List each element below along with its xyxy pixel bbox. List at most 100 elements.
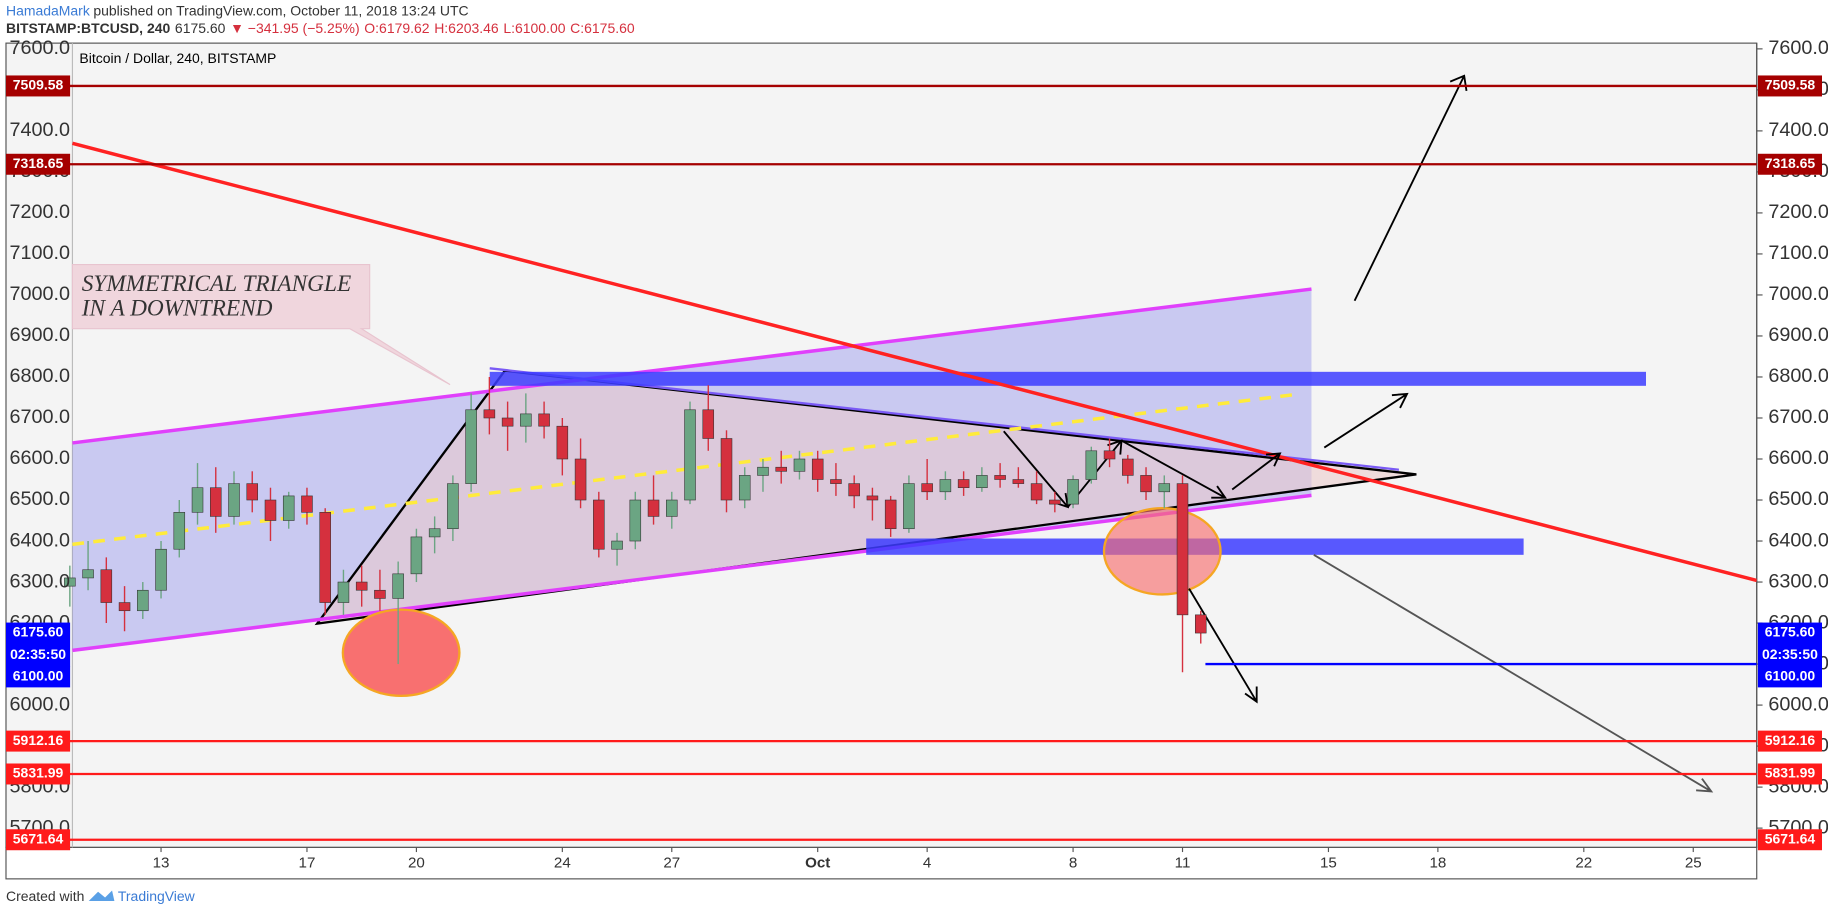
footer-text: Created with (6, 888, 84, 904)
price-label: 6175.60 (13, 624, 64, 640)
candle-body (574, 458, 587, 501)
candle-body (1176, 483, 1189, 616)
y-tick-label: 6000.0 (9, 693, 70, 715)
candle-body (428, 528, 441, 538)
y-tick-label: 7200.0 (9, 201, 70, 223)
candle-body (702, 409, 715, 439)
zone (489, 371, 1647, 386)
candle-body (264, 499, 277, 521)
candle-body (939, 479, 952, 493)
x-tick-label: 25 (1685, 855, 1702, 872)
author[interactable]: HamadaMark (6, 2, 90, 18)
candle-body (1012, 479, 1025, 484)
price-box (1757, 622, 1823, 667)
low-label: 6100.00 (13, 668, 64, 684)
level-box (5, 763, 71, 785)
candle-body (1067, 479, 1079, 505)
y-tick-label: 7000.0 (9, 283, 70, 305)
annotation: SYMMETRICAL TRIANGLE (82, 271, 351, 297)
footer-brand[interactable]: TradingView (118, 888, 196, 904)
candle-body (720, 438, 733, 501)
y-tick-label: 6500.0 (1768, 488, 1828, 510)
y-tick-label: 6600.0 (9, 447, 70, 469)
candle-body (118, 602, 131, 612)
open: O:6179.62 (364, 20, 429, 36)
candle-body (647, 499, 660, 517)
low-box (5, 666, 71, 688)
x-tick-label: 11 (1175, 855, 1191, 872)
candle-body (392, 573, 404, 599)
candle-body (921, 483, 933, 493)
level-box (1757, 829, 1823, 851)
candle-body (684, 409, 696, 501)
y-tick-label: 6300.0 (9, 570, 70, 592)
candle-body (1085, 450, 1098, 480)
level-box (5, 829, 71, 851)
candle-body (228, 483, 240, 517)
y-tick-label: 6800.0 (1768, 365, 1828, 387)
candle-body (793, 458, 806, 472)
y-tick-label: 6500.0 (9, 488, 70, 510)
y-tick-label: 6700.0 (9, 406, 70, 428)
candle-body (994, 475, 1006, 480)
channel-bottom (72, 493, 1312, 653)
candle-body (738, 475, 751, 501)
level-label: 5912.16 (1765, 732, 1816, 748)
plot-layer (5, 84, 1757, 841)
y-tick-label: 7200.0 (1768, 201, 1828, 223)
y-tick-label: 6900.0 (1768, 324, 1828, 346)
x-tick-label: 20 (408, 855, 425, 872)
y-tick-label: 7000.0 (1768, 283, 1828, 305)
candle-body (1030, 483, 1043, 501)
level-label: 5671.64 (1765, 830, 1816, 846)
callout (71, 264, 451, 386)
y-tick-label: 7600.0 (1768, 37, 1828, 59)
x-tick-label: 15 (1320, 855, 1337, 872)
price-label: 6175.60 (1765, 624, 1816, 640)
candle-body (520, 413, 532, 427)
y-tick-label: 6300.0 (1768, 570, 1828, 592)
y-tick-label: 7100.0 (1768, 242, 1828, 264)
y-tick-label: 6600.0 (1768, 447, 1828, 469)
ellipse (341, 608, 461, 698)
level-label: 5671.64 (13, 830, 64, 846)
y-tick-label: 6900.0 (9, 324, 70, 346)
candle-body (556, 425, 569, 460)
x-tick-label: 17 (299, 855, 316, 872)
level-label: 7318.65 (13, 155, 64, 171)
y-tick-label: 6800.0 (9, 365, 70, 387)
candle-body (957, 479, 970, 489)
symbol: BITSTAMP:BTCUSD, 240 (6, 20, 171, 36)
y-tick-label: 7400.0 (9, 119, 70, 141)
x-axis (5, 846, 1758, 880)
y-tick-label: 6400.0 (1768, 529, 1828, 551)
level-label: 7509.58 (1765, 77, 1816, 93)
x-tick-label: 27 (663, 855, 680, 872)
candle-body (976, 475, 988, 489)
level-box (1757, 153, 1823, 175)
low-label: 6100.00 (1765, 668, 1816, 684)
level-label: 7318.65 (1765, 155, 1816, 171)
x-tick-label: 18 (1429, 855, 1446, 872)
candle-body (82, 569, 94, 579)
level-label: 5831.99 (1765, 765, 1816, 781)
candle-body (1194, 614, 1207, 634)
chart-title: Bitcoin / Dollar, 240, BITSTAMP (79, 50, 276, 66)
candle-body (903, 483, 915, 530)
level-label: 7509.58 (13, 77, 64, 93)
ellipse (1102, 507, 1222, 596)
candle-body (848, 483, 860, 497)
candle-body (666, 499, 678, 517)
header-line: HamadaMark published on TradingView.com, … (6, 2, 469, 18)
candle-body (884, 499, 897, 530)
candle-body (866, 495, 879, 501)
countdown: 02:35:50 (1762, 646, 1818, 662)
candle-body (410, 536, 423, 575)
y-tick-label: 7100.0 (9, 242, 70, 264)
high: H:6203.46 (434, 20, 499, 36)
candle-body (629, 499, 642, 542)
y-tick-label: 7400.0 (1768, 119, 1828, 141)
candle-body (301, 495, 313, 513)
downtrend (71, 141, 1757, 583)
